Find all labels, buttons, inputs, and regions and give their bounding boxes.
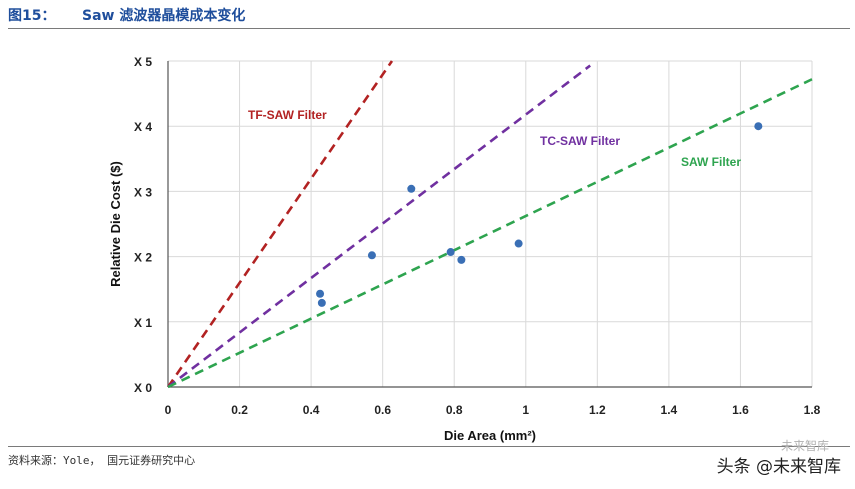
y-tick-label: X 3 — [134, 185, 152, 199]
y-axis-title: Relative Die Cost ($) — [108, 161, 123, 287]
x-tick-label: 1.6 — [732, 403, 749, 417]
data-point — [754, 122, 763, 131]
data-point — [317, 298, 326, 307]
data-point — [457, 255, 466, 264]
series-label-saw: SAW Filter — [681, 155, 741, 169]
footer-divider — [8, 446, 850, 447]
figure-title: Saw 滤波器晶模成本变化 — [82, 8, 246, 24]
series-line-0 — [166, 60, 394, 388]
y-tick-label: X 0 — [134, 381, 152, 395]
x-tick-label: 0 — [165, 403, 172, 417]
series-label-tc-saw: TC-SAW Filter — [540, 134, 620, 148]
watermark: 头条 @未来智库 — [716, 457, 841, 477]
data-point — [367, 251, 376, 260]
tick-labels: 0 0.2 0.4 0.6 0.8 1 1.2 1.4 1.6 1.8 X 0 X 1 X 2 X 3 X … — [134, 55, 821, 417]
data-point — [316, 289, 325, 298]
y-tick-label: X 4 — [134, 120, 152, 134]
series-lines — [166, 60, 813, 389]
x-tick-label: 1.2 — [589, 403, 606, 417]
x-axis-title: Die Area (mm²) — [444, 428, 536, 443]
x-tick-label: 1.8 — [804, 403, 821, 417]
x-tick-label: 0.2 — [231, 403, 248, 417]
x-tick-label: 1 — [522, 403, 529, 417]
x-tick-label: 0.8 — [446, 403, 463, 417]
header-divider — [8, 28, 850, 29]
series-line-1 — [167, 64, 591, 389]
data-point — [514, 239, 523, 248]
series-label-tf-saw: TF-SAW Filter — [248, 108, 327, 122]
data-point — [446, 248, 455, 257]
x-tick-label: 0.6 — [374, 403, 391, 417]
y-tick-label: X 2 — [134, 251, 152, 265]
x-tick-label: 1.4 — [661, 403, 678, 417]
figure-number: 图15： — [8, 8, 56, 24]
series-line-2 — [167, 78, 813, 389]
source-note: 资料来源：Yole， 国元证券研究中心 — [8, 454, 196, 467]
figure-header: 图15： Saw 滤波器晶模成本变化 — [0, 0, 855, 28]
y-tick-label: X 5 — [134, 55, 152, 69]
data-point — [407, 184, 416, 193]
watermark-badge: 未来智库 — [780, 439, 829, 453]
data-points — [316, 122, 763, 307]
y-tick-label: X 1 — [134, 316, 152, 330]
x-tick-label: 0.4 — [303, 403, 320, 417]
axes — [167, 61, 812, 388]
